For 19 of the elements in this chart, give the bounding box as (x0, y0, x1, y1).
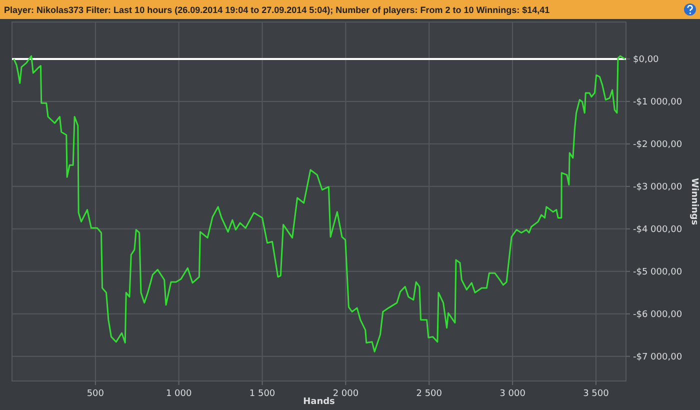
x-tick-label: 2 500 (416, 389, 442, 399)
chart-title: Player: Nikolas373 Filter: Last 10 hours (26.09.2014 19:04 to 27.09.2014 5:04); Number of players: From 2 to 10 Winnings: $14,41 (4, 5, 550, 15)
line-series (13, 55, 626, 352)
y-tick-label: -$7 000,00 (633, 352, 682, 362)
y-tick-label: -$6 000,00 (633, 310, 682, 320)
y-tick-label: $0,00 (633, 54, 660, 65)
x-tick-label: 3 000 (500, 389, 526, 399)
x-axis-title: Hands (303, 397, 335, 407)
x-tick-label: 1 500 (249, 389, 276, 399)
x-tick-label: 500 (86, 389, 104, 399)
x-tick-label: 1 000 (166, 389, 192, 399)
x-tick-label: 2 000 (332, 389, 359, 399)
y-tick-label: -$1 000,00 (633, 97, 682, 108)
y-tick-label: -$5 000,00 (633, 267, 682, 278)
y-axis-title: Winnings (689, 178, 699, 226)
y-tick-label: -$4 000,00 (633, 224, 682, 235)
y-tick-label: -$3 000,00 (633, 182, 682, 192)
x-tick-label: 3 500 (583, 389, 610, 399)
y-tick-label: -$2 000,00 (633, 140, 682, 150)
